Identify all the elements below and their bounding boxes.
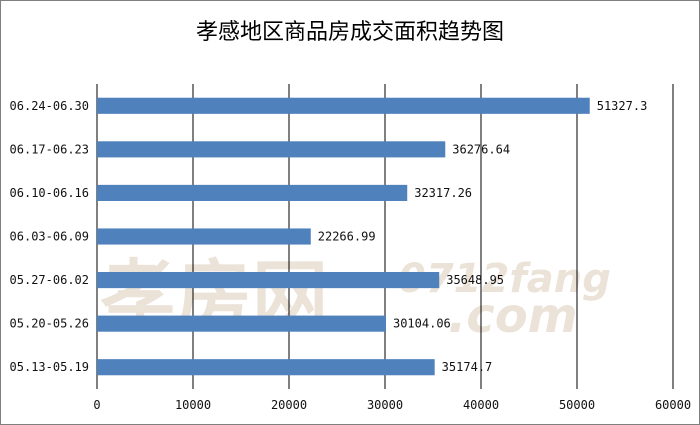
data-label: 22266.99 (318, 230, 376, 244)
data-label: 51327.3 (597, 99, 648, 113)
bar (97, 228, 311, 245)
data-label: 36276.64 (452, 142, 510, 156)
x-tick-label: 50000 (559, 398, 595, 412)
data-label: 30104.06 (393, 317, 451, 331)
x-tick-label: 0 (93, 398, 100, 412)
x-tick-label: 20000 (271, 398, 307, 412)
category-label: 06.17-06.23 (10, 142, 89, 156)
data-label: 35648.95 (446, 273, 504, 287)
x-tick-label: 10000 (175, 398, 211, 412)
category-label: 06.03-06.09 (10, 230, 89, 244)
category-label: 05.20-05.26 (10, 317, 89, 331)
watermark-domain-bottom: .com (448, 288, 578, 344)
chart-title: 孝感地区商品房成交面积趋势图 (195, 20, 504, 45)
x-tick-label: 40000 (463, 398, 499, 412)
bar (97, 97, 590, 114)
data-label: 35174.7 (442, 360, 493, 374)
bar (97, 184, 408, 201)
x-tick-label: 60000 (655, 398, 691, 412)
bar (97, 141, 446, 158)
bar (97, 315, 386, 332)
x-tick-label: 30000 (367, 398, 403, 412)
category-label: 06.24-06.30 (10, 99, 89, 113)
category-label: 05.27-06.02 (10, 273, 89, 287)
data-label: 32317.26 (414, 186, 472, 200)
category-label: 05.13-05.19 (10, 360, 89, 374)
bar (97, 272, 440, 289)
category-label: 06.10-06.16 (10, 186, 89, 200)
bar (97, 359, 435, 376)
